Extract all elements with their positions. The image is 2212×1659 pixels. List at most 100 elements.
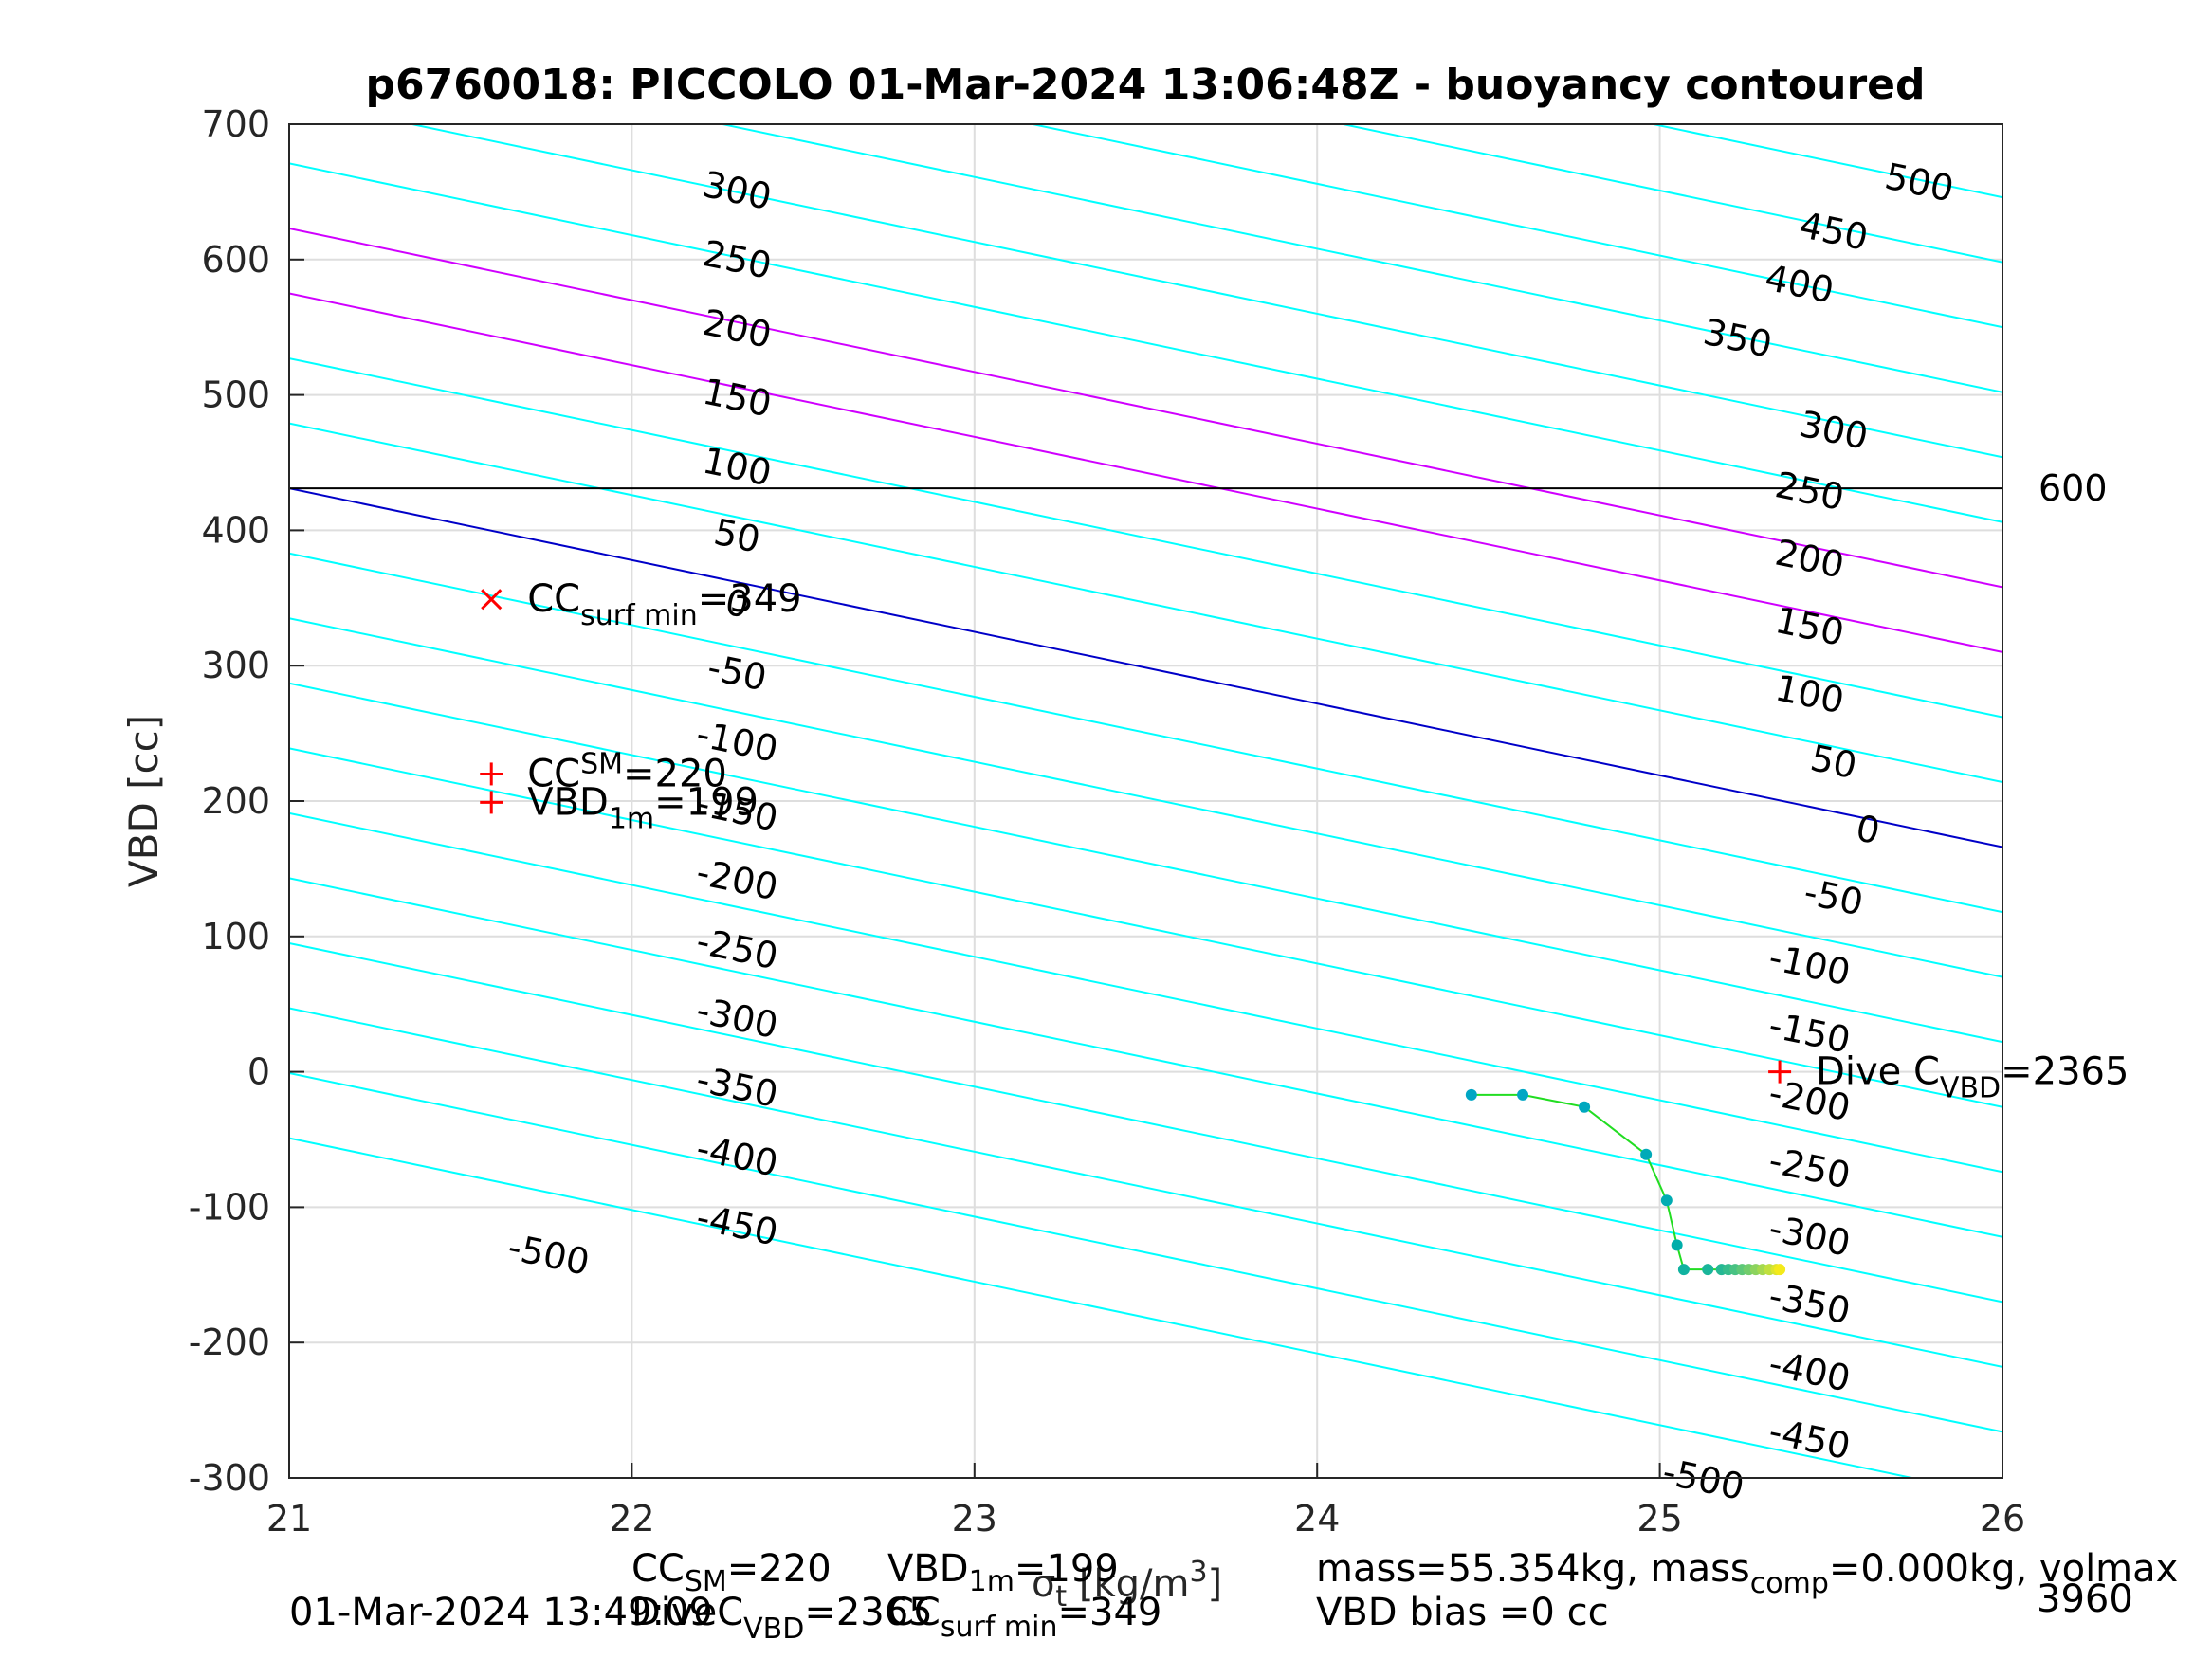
reference-line: 600 [289,467,2108,509]
contour-cyan [289,1072,2002,1433]
footer-divec-main: DiveC [631,1591,743,1634]
dive-trace-point [1774,1264,1786,1276]
marker-x [481,589,503,611]
footer-vbd-value: =199 [1015,1547,1119,1591]
y-tick-label: 400 [201,509,270,551]
footer-ccsurf-value: =349 [1058,1591,1162,1634]
footer-ccsurf-main: CC [887,1591,941,1634]
y-tick-label: 200 [201,780,270,822]
y-tick-label: 300 [201,645,270,686]
footer-mass: mass=55.354kg, masscomp=0.000kg, volmax [1316,1547,2178,1600]
marker-label: VBD1m=199 [527,780,759,835]
marker-label-main: VBD [527,780,609,824]
marker-label-sup: SM [580,747,623,780]
marker-label: CCsurf min=349 [527,577,801,632]
dive-trace-point [1702,1264,1714,1276]
footer-cc-surf-min: CCsurf min=349 [887,1591,1161,1644]
footer-timestamp: 01-Mar-2024 13:49:09 [289,1591,713,1634]
dive-trace-point [1517,1088,1529,1101]
x-tick-label: 21 [266,1498,312,1540]
marker-label-value: =199 [654,780,759,824]
contour-label-left: 50 [710,511,763,561]
y-tick-label: -200 [189,1322,270,1363]
footer-ccsurf-sub: surf min [941,1611,1058,1644]
contour-cyan [289,552,2002,914]
contour-magenta [289,292,2002,653]
y-tick-label: -300 [189,1457,270,1499]
y-axis-label: VBD [cc] [120,715,167,887]
contour-cyan [1028,124,2002,329]
y-tick-label: 0 [247,1051,270,1093]
reference-hline-label: 600 [2038,467,2108,509]
footer-dive-c: DiveCVBD=2365 [631,1591,933,1646]
x-tick-label: 23 [952,1498,997,1540]
contour-cyan [289,357,2002,719]
contour-cyan [407,124,2002,459]
footer-volmax-value: 3960 [2037,1577,2133,1621]
footer-mass-b: =0.000kg, volmax [1829,1547,2178,1591]
x-label-symbol: σ [1032,1562,1055,1606]
dive-trace-point [1671,1239,1683,1251]
x-tick-label: 24 [1294,1498,1340,1540]
y-tick-label: -100 [189,1186,270,1228]
footer-cc-sm-main: CC [631,1547,685,1591]
marker-label-value: =220 [623,752,727,795]
contour-cyan [289,941,2002,1304]
y-tick-label: 500 [201,374,270,416]
marker-label-sub: surf min [580,599,698,632]
marker-label-sub: 1m [609,802,654,835]
x-axis-label: σt [kg/m3] [1032,1556,1222,1613]
contour-cyan [717,124,2002,393]
contour-labels: 300250200150100500-50-100-150-200-250-30… [504,155,1957,1508]
contour-cyan [289,422,2002,783]
grid [288,123,2003,1479]
contour-cyan [1338,124,2002,264]
contour-cyan [289,1137,1917,1478]
footer-divec-sub: VBD [743,1613,804,1646]
contour-lines [289,124,2002,1478]
footer-mass-sub: comp [1750,1567,1829,1600]
dive-trace-point [1660,1194,1673,1207]
contour-cyan [289,747,2002,1108]
y-tick-label: 700 [201,103,270,145]
contour-magenta [289,227,2002,589]
contour-label-right: 50 [1807,737,1860,787]
axis-ticks: 21 22 23 24 25 26 -300 -200 -100 0 100 200 300 400 500… [189,103,2025,1540]
footer-vbd-sub: 1m [969,1565,1015,1598]
contour-cyan [289,682,2002,1044]
y-tick-label: 100 [201,916,270,957]
x-tick-label: 26 [1980,1498,2025,1540]
footer-cc-sm-sub: SM [685,1565,727,1598]
contour-cyan [289,1007,2002,1368]
marker-label-main: CC [527,752,580,795]
y-tick-label: 600 [201,239,270,281]
marker-label-main: CC [527,577,580,621]
dive-trace-point [1640,1148,1653,1160]
contour-cyan [289,162,2002,523]
contour-cyan [289,877,2002,1238]
dive-trace [1465,1088,1786,1276]
contour-zero [289,487,2002,848]
footer-mass-a: mass=55.354kg, mass [1316,1547,1750,1591]
x-tick-label: 25 [1636,1498,1682,1540]
marker-label: CCSM=220 [527,747,727,795]
x-label-sup: 3 [1189,1556,1207,1589]
footer-vbd-main: VBD [887,1547,969,1591]
x-tick-label: 22 [609,1498,654,1540]
dive-trace-point [1465,1088,1477,1101]
dive-trace-point [1579,1101,1591,1113]
chart-title: p6760018: PICCOLO 01-Mar-2024 13:06:48Z … [366,61,1926,109]
x-label-close: ] [1208,1562,1223,1606]
marker-label-sub: VBD [1940,1072,2001,1105]
contour-cyan [289,617,2002,978]
footer-divec-value: =2365 [804,1591,932,1634]
footer-vbd-1m: VBD1m=199 [887,1547,1119,1598]
footer-cc-sm-value: =220 [727,1547,832,1591]
marker-label-value: =349 [698,577,802,621]
dive-trace-point [1677,1264,1690,1276]
x-label-unit: [kg/m [1067,1562,1189,1606]
footer-cc-sm: CCSM=220 [631,1547,832,1598]
marker-label-main: Dive C [1816,1050,1940,1094]
